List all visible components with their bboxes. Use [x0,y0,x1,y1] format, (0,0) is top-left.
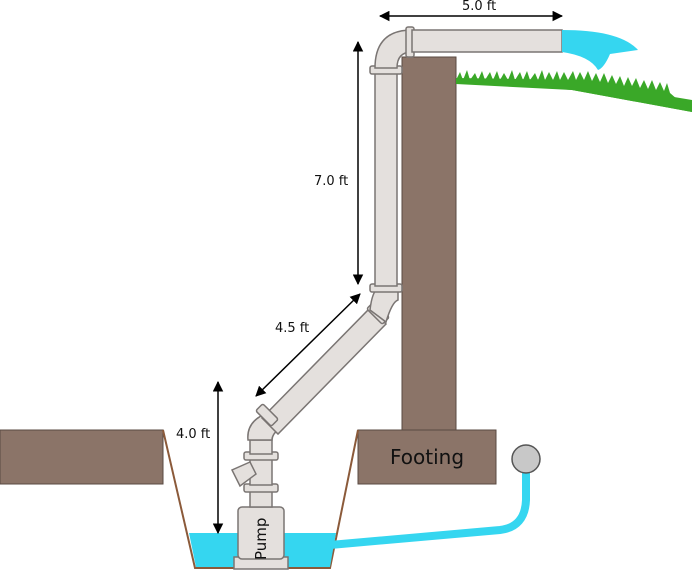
vertical-riser-length-label: 7.0 ft [314,174,348,189]
diagonal-run-length-label: 4.5 ft [275,321,309,336]
outlet-water-stream [562,30,638,70]
foundation-wall [401,56,457,434]
diagonal-run-dimension-arrow [255,293,361,397]
grass-lawn [456,70,692,112]
pump-label: Pump [252,518,270,560]
horizontal-outlet-length-label: 5.0 ft [462,0,496,14]
footing-label: Footing [390,445,464,469]
pump-rise-length-label: 4.0 ft [176,427,210,442]
float-sensor [511,444,541,474]
discharge-hose [329,472,530,549]
footing-block [357,429,497,485]
left-ground-slab [0,429,164,485]
